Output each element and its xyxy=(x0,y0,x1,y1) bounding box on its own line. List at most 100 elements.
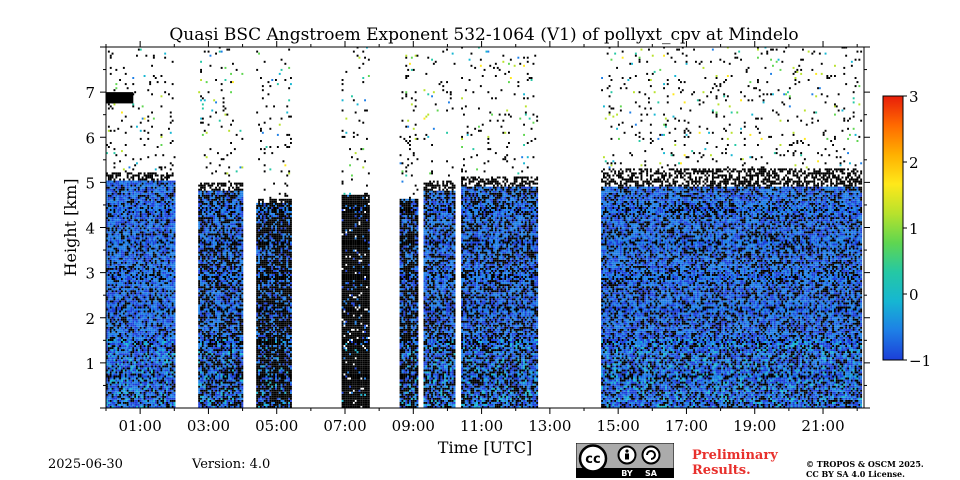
heatmap-cell xyxy=(127,337,129,339)
heatmap-cell xyxy=(129,266,131,268)
heatmap-cell xyxy=(110,207,112,209)
heatmap-cell xyxy=(114,327,116,329)
heatmap-cell xyxy=(117,351,119,353)
heatmap-cell xyxy=(115,331,117,333)
heatmap-cell xyxy=(119,244,121,246)
heatmap-cell xyxy=(117,298,119,300)
heatmap-cell xyxy=(108,313,110,315)
heatmap-cell xyxy=(108,309,110,311)
heatmap-cell xyxy=(123,215,125,217)
heatmap-cell xyxy=(112,331,114,333)
heatmap-cell xyxy=(127,347,129,349)
heatmap-cell xyxy=(121,321,123,323)
heatmap-cell xyxy=(114,286,116,288)
heatmap-cell xyxy=(108,386,110,388)
heatmap-cell xyxy=(121,237,123,239)
heatmap-cell xyxy=(114,335,116,337)
heatmap-cell xyxy=(125,248,127,250)
heatmap-cell xyxy=(123,201,125,203)
heatmap-cell xyxy=(119,329,121,331)
heatmap-cell xyxy=(121,211,123,213)
heatmap-cell xyxy=(119,396,121,398)
heatmap-cell xyxy=(119,79,121,81)
heatmap-cell xyxy=(117,213,119,215)
heatmap-cell xyxy=(110,284,112,286)
heatmap-cell xyxy=(112,185,114,187)
heatmap-cell xyxy=(121,294,123,296)
heatmap-cell xyxy=(121,254,123,256)
heatmap-cell xyxy=(108,371,110,373)
heatmap-cell xyxy=(119,390,121,392)
heatmap-cell xyxy=(115,343,117,345)
heatmap-cell xyxy=(127,175,129,177)
heatmap-cell xyxy=(117,325,119,327)
heatmap-cell xyxy=(112,359,114,361)
heatmap-cell xyxy=(129,402,131,404)
heatmap-cell xyxy=(125,201,127,203)
heatmap-cell xyxy=(121,189,123,191)
heatmap-cell xyxy=(123,264,125,266)
heatmap-cell xyxy=(127,252,129,254)
heatmap-cell xyxy=(119,258,121,260)
heatmap-cell xyxy=(112,211,114,213)
heatmap-cell xyxy=(117,250,119,252)
heatmap-cell xyxy=(123,252,125,254)
heatmap-cell xyxy=(125,237,127,239)
heatmap-cell xyxy=(129,288,131,290)
heatmap-cell xyxy=(125,288,127,290)
heatmap-cell xyxy=(112,292,114,294)
heatmap-cell xyxy=(117,205,119,207)
heatmap-cell xyxy=(125,199,127,201)
heatmap-cell xyxy=(108,256,110,258)
heatmap-cell xyxy=(110,276,112,278)
heatmap-cell xyxy=(108,300,110,302)
heatmap-cell xyxy=(123,185,125,187)
heatmap-cell xyxy=(110,67,112,69)
heatmap-cell xyxy=(117,185,119,187)
heatmap-cell xyxy=(125,333,127,335)
heatmap-cell xyxy=(119,209,121,211)
heatmap-cell xyxy=(119,345,121,347)
heatmap-cell xyxy=(129,361,131,363)
heatmap-cell xyxy=(125,337,127,339)
heatmap-cell xyxy=(121,353,123,355)
heatmap-cell xyxy=(121,327,123,329)
heatmap-cell xyxy=(115,386,117,388)
heatmap-cell xyxy=(117,128,119,130)
heatmap-cell xyxy=(110,55,112,57)
heatmap-cell xyxy=(123,219,125,221)
heatmap-cell xyxy=(123,351,125,353)
heatmap-cell xyxy=(121,386,123,388)
heatmap-cell xyxy=(112,282,114,284)
heatmap-cell xyxy=(115,284,117,286)
heatmap-cell xyxy=(123,388,125,390)
heatmap-cell xyxy=(129,349,131,351)
heatmap-cell xyxy=(129,327,131,329)
heatmap-cell xyxy=(112,347,114,349)
heatmap-cell xyxy=(117,309,119,311)
heatmap-cell xyxy=(115,351,117,353)
heatmap-cell xyxy=(110,290,112,292)
heatmap-cell xyxy=(121,185,123,187)
heatmap-cell xyxy=(110,363,112,365)
heatmap-cell xyxy=(114,302,116,304)
heatmap-cell xyxy=(117,256,119,258)
heatmap-cell xyxy=(110,292,112,294)
heatmap-cell xyxy=(125,384,127,386)
heatmap-cell xyxy=(121,203,123,205)
heatmap-cell xyxy=(125,195,127,197)
heatmap-cell xyxy=(108,179,110,181)
heatmap-cell xyxy=(110,203,112,205)
heatmap-cell xyxy=(127,296,129,298)
heatmap-cell xyxy=(112,272,114,274)
heatmap-cell xyxy=(123,211,125,213)
heatmap-cell xyxy=(110,142,112,144)
heatmap-cell xyxy=(110,400,112,402)
heatmap-cell xyxy=(127,335,129,337)
heatmap-cell xyxy=(108,276,110,278)
heatmap-cell xyxy=(110,237,112,239)
heatmap-cell xyxy=(114,339,116,341)
heatmap-cell xyxy=(121,319,123,321)
heatmap-cell xyxy=(108,284,110,286)
heatmap-cell xyxy=(123,343,125,345)
